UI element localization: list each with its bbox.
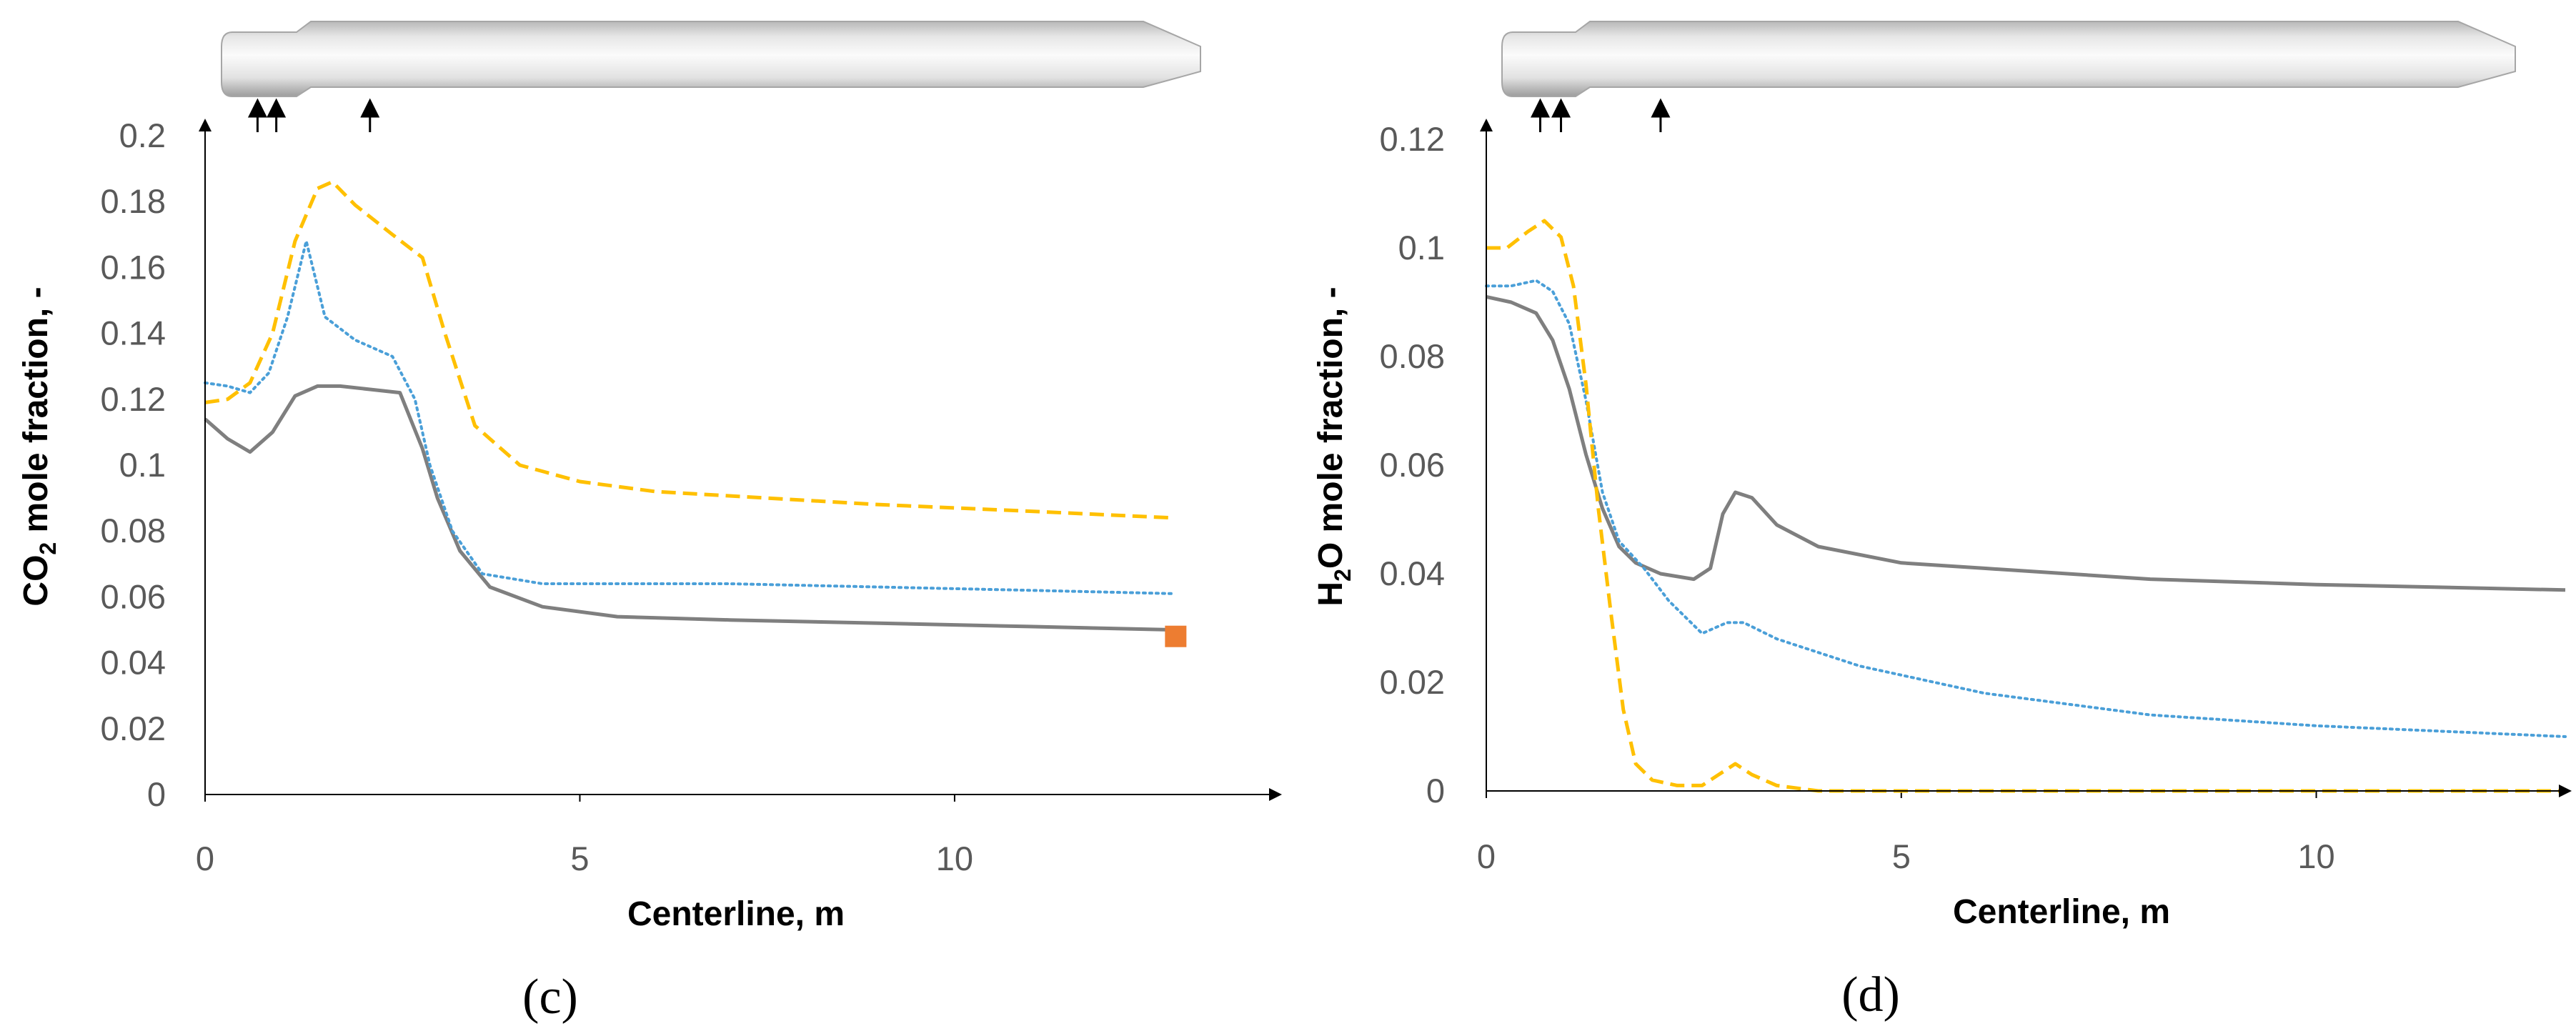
x-tick-label: 5 xyxy=(1892,837,1911,875)
series-gray-solid-line xyxy=(204,384,1173,632)
panel-label-c: (c) xyxy=(522,970,578,1025)
y-tick-label: 0.1 xyxy=(1398,229,1445,267)
series-gray-solid-line xyxy=(1486,294,2566,592)
y-tick-label: 0.06 xyxy=(1380,446,1445,484)
y-axis-title-rest: O mole fraction, - xyxy=(1312,287,1350,569)
plot-area: 00.020.040.060.080.10.120.140.160.180.2 … xyxy=(101,116,1282,877)
series-yellow-dashed-line xyxy=(204,180,1173,520)
y-tick-label: 0.06 xyxy=(101,577,166,615)
y-tick-label: 0.2 xyxy=(119,116,166,154)
y-tick-label: 0.04 xyxy=(1380,554,1445,592)
furnace-schematic xyxy=(1501,21,2516,97)
y-tick-label: 0 xyxy=(147,775,166,813)
plot-area: 0 0.02 0.04 0.06 0.08 0.1 0.12 0 5 10 xyxy=(1380,119,2572,875)
y-tick-label: 0.08 xyxy=(1380,337,1445,375)
data-markers xyxy=(1165,625,1187,647)
x-ticks: 0 5 10 xyxy=(196,795,973,877)
furnace-tube-icon xyxy=(221,21,1201,97)
y-axis-title-sub: 2 xyxy=(35,542,61,555)
x-tick-label: 0 xyxy=(1477,837,1496,875)
y-axis-title: CO2 mole fraction, - xyxy=(17,287,61,606)
y-tick-label: 0.02 xyxy=(101,709,166,747)
y-tick-label: 0.14 xyxy=(101,314,166,352)
panel-d: 0 0.02 0.04 0.06 0.08 0.1 0.12 0 5 10 H2O mole f… xyxy=(1312,21,2572,1022)
y-tick-label: 0.08 xyxy=(101,512,166,549)
x-ticks: 0 5 10 xyxy=(1477,791,2335,875)
x-axis-title: Centerline, m xyxy=(627,895,845,933)
y-tick-label: 0.16 xyxy=(101,248,166,286)
series-lines xyxy=(1485,219,2567,793)
y-tick-label: 0.1 xyxy=(119,446,166,484)
y-tick-label: 0.12 xyxy=(1380,120,1445,158)
y-ticks: 0 0.02 0.04 0.06 0.08 0.1 0.12 0.14 0.16 0.18 0.2 xyxy=(101,116,166,813)
y-axis-title-main: CO xyxy=(17,555,55,607)
furnace-schematic xyxy=(221,21,1201,97)
y-tick-label: 0.02 xyxy=(1380,663,1445,701)
y-axis-title-main: H xyxy=(1312,582,1350,607)
x-tick-label: 10 xyxy=(936,840,973,877)
burner-arrows xyxy=(1531,98,1671,132)
furnace-tube-icon xyxy=(1501,21,2516,97)
panel-c: 00.020.040.060.080.10.120.140.160.180.2 … xyxy=(17,21,1282,1025)
y-axis-title-rest: mole fraction, - xyxy=(17,287,55,542)
series-lines xyxy=(204,180,1174,632)
panel-label-d: (d) xyxy=(1841,967,1900,1022)
y-tick-label: 0.04 xyxy=(101,644,166,682)
x-tick-label: 0 xyxy=(196,840,214,877)
y-tick-label: 0.12 xyxy=(101,380,166,418)
series-yellow-dashed-line xyxy=(1486,219,2565,793)
y-tick-label: 0.18 xyxy=(101,182,166,220)
y-axis-title-sub: 2 xyxy=(1330,569,1356,582)
x-axis-title: Centerline, m xyxy=(1953,893,2170,931)
y-tick-label: 0 xyxy=(1426,772,1445,810)
y-axis-title: H2O mole fraction, - xyxy=(1312,287,1356,606)
x-tick-label: 5 xyxy=(570,840,589,877)
series-blue-dotted-line xyxy=(204,239,1174,595)
x-tick-label: 10 xyxy=(2297,837,2334,875)
y-ticks: 0 0.02 0.04 0.06 0.08 0.1 0.12 xyxy=(1380,120,1445,810)
data-marker-square xyxy=(1165,625,1187,647)
series-blue-dotted-line xyxy=(1485,279,2567,738)
burner-arrows xyxy=(247,98,380,132)
